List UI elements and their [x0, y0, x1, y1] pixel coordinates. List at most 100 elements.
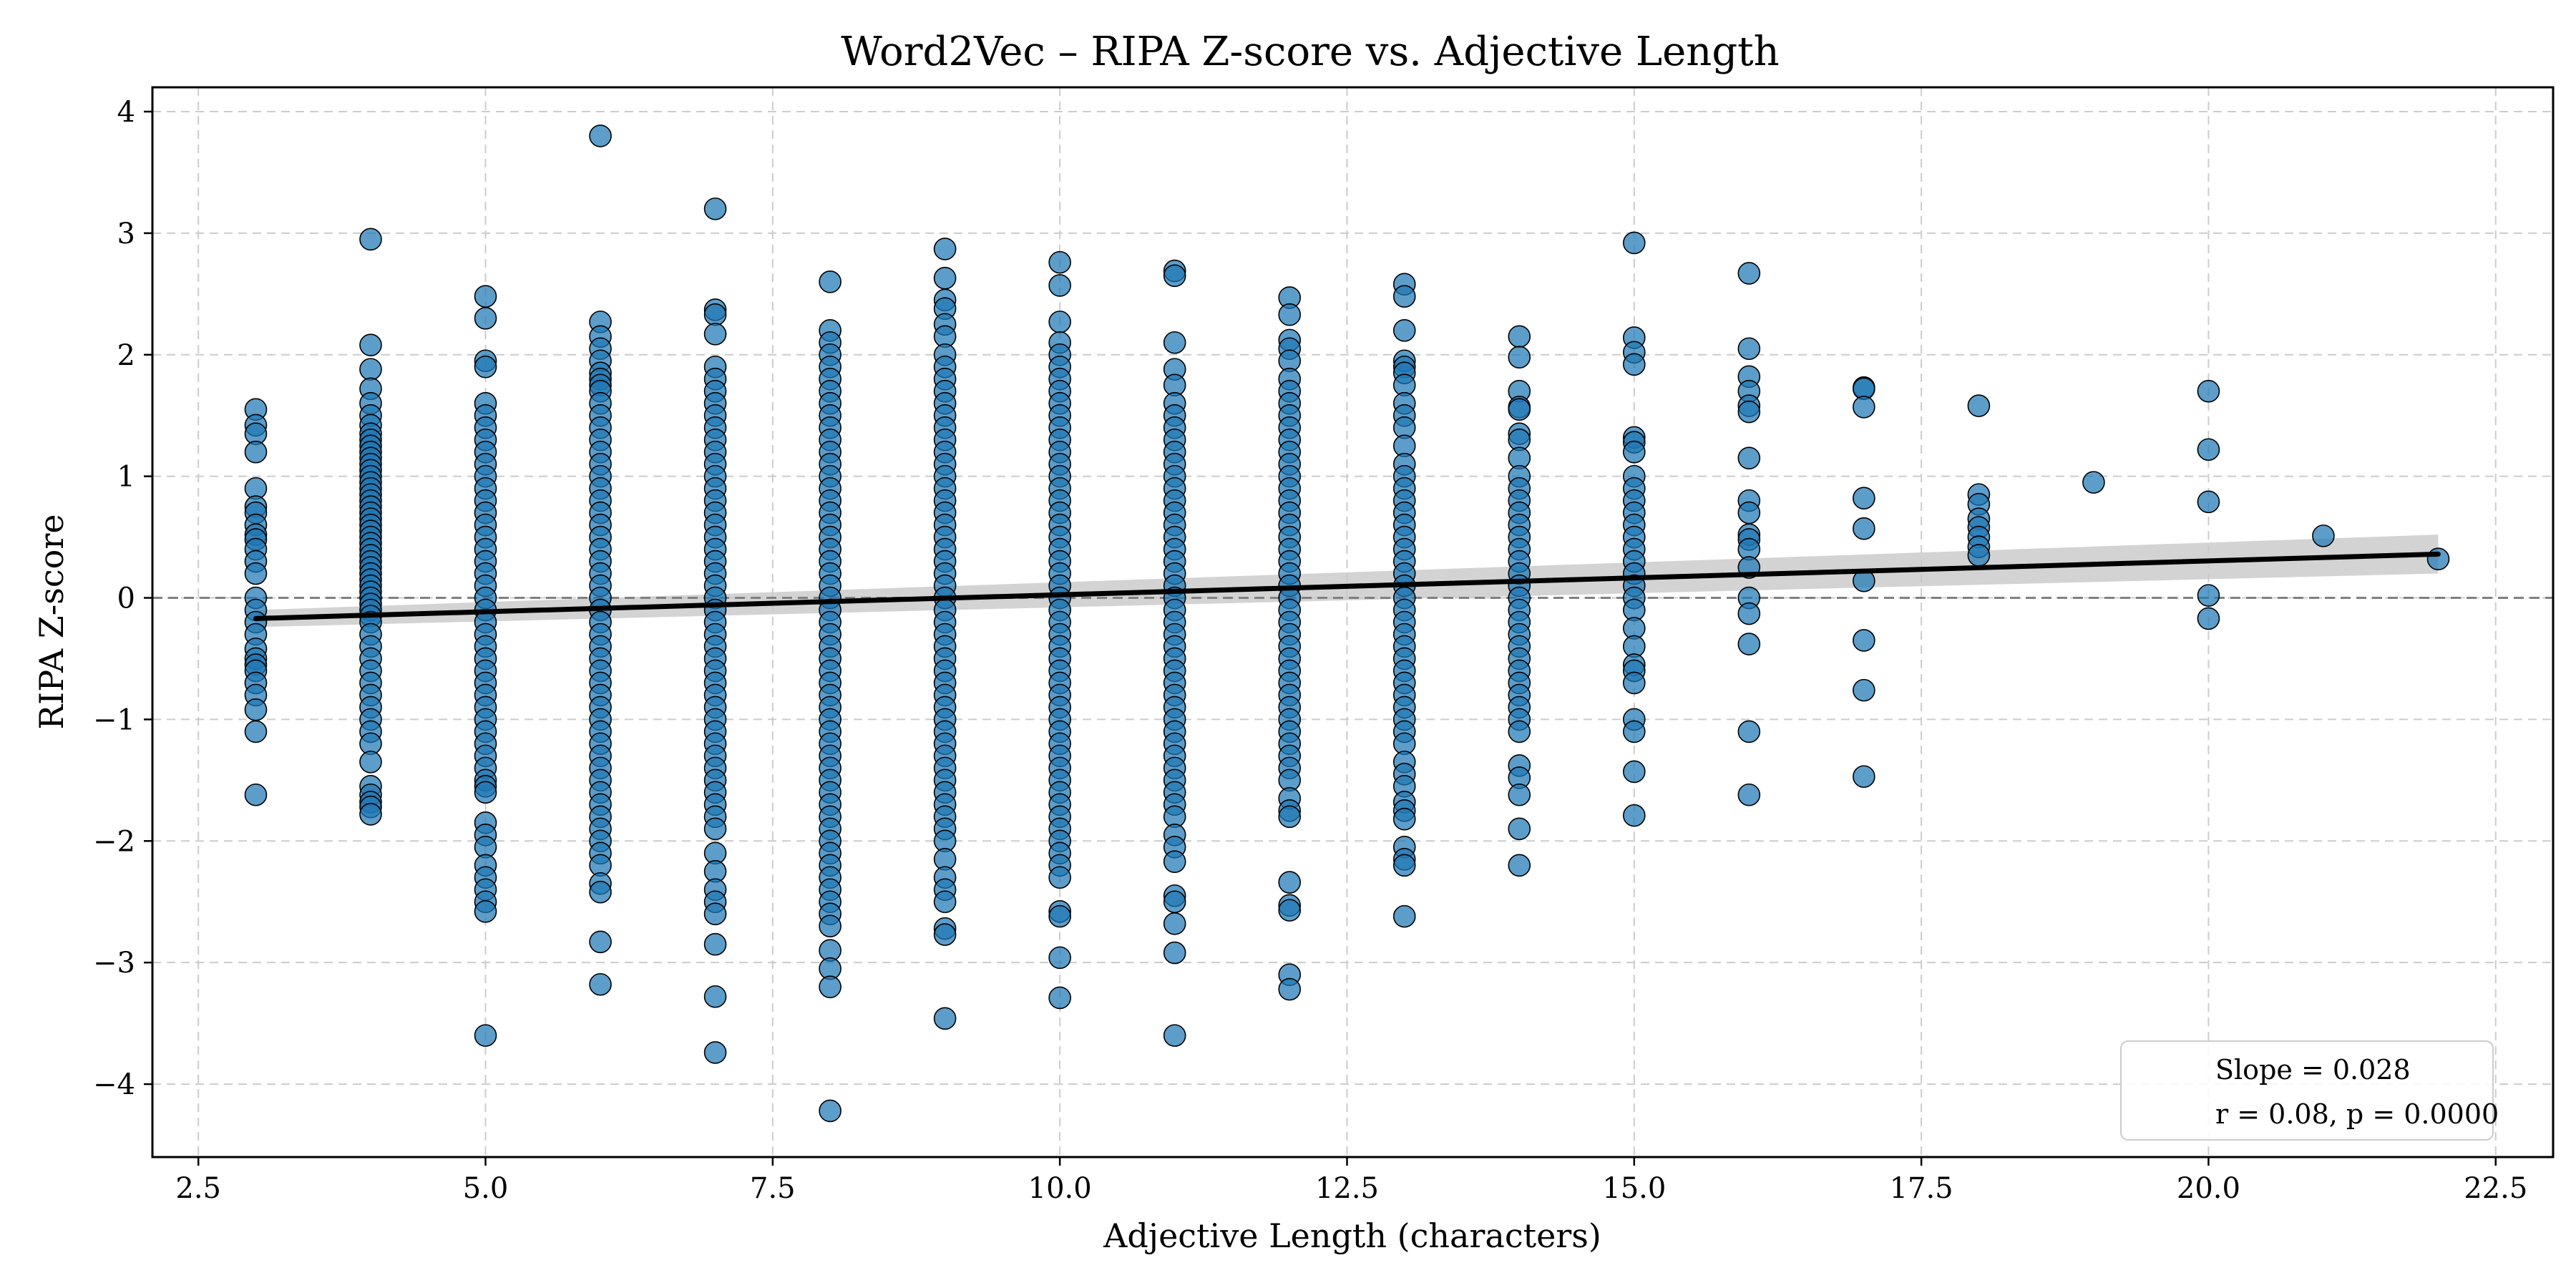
scatter-point: [1163, 331, 1186, 354]
x-tick-label: 17.5: [1890, 1172, 1953, 1205]
y-tick-label: 2: [117, 339, 135, 372]
legend-stats-text: r = 0.08, p = 0.0000: [2215, 1098, 2499, 1130]
scatter-point: [1048, 904, 1071, 928]
scatter-point: [1508, 398, 1531, 421]
scatter-point: [1737, 720, 1761, 743]
scatter-point: [819, 270, 841, 293]
scatter-point: [933, 238, 957, 260]
scatter-point: [1392, 807, 1416, 831]
scatter-point: [2197, 607, 2220, 630]
scatter-point: [703, 1041, 727, 1064]
x-tick-label: 22.5: [2464, 1172, 2527, 1205]
scatter-point: [359, 751, 382, 774]
scatter-point: [1278, 899, 1302, 922]
y-axis-label: RIPA Z-score: [32, 514, 71, 729]
scatter-point: [474, 900, 497, 923]
scatter-point: [1853, 396, 1875, 419]
scatter-point: [819, 1099, 841, 1123]
scatter-point: [1392, 854, 1416, 877]
data-points: [244, 125, 2450, 1123]
scatter-point: [1508, 346, 1531, 369]
scatter-point: [1622, 804, 1646, 827]
scatter-point: [1508, 817, 1531, 841]
scatter-point: [703, 303, 727, 326]
y-tick-label: −3: [93, 947, 135, 980]
scatter-point: [1392, 285, 1416, 308]
scatter-point: [1278, 805, 1302, 829]
scatter-point: [1163, 912, 1186, 935]
x-tick-label: 7.5: [750, 1172, 796, 1205]
scatter-point: [2197, 379, 2220, 403]
scatter-point: [703, 197, 727, 220]
scatter-point: [244, 440, 268, 464]
scatter-point: [474, 306, 497, 330]
x-tick-label: 10.0: [1028, 1172, 1092, 1205]
scatter-point: [1163, 264, 1186, 288]
scatter-point: [2082, 471, 2105, 494]
regression-line: [253, 551, 2441, 621]
scatter-point: [244, 783, 268, 806]
scatter-point: [2197, 490, 2220, 514]
scatter-point: [1737, 262, 1761, 285]
scatter-point: [1278, 303, 1302, 326]
scatter-point: [1853, 629, 1875, 652]
x-axis-ticks: 2.5 5.0 7.5 10.0 12.5 15.0 17.5 20.0 22.5: [175, 1157, 2527, 1205]
scatter-point: [1622, 231, 1646, 255]
scatter-point: [1508, 783, 1531, 806]
scatter-point: [933, 1007, 957, 1030]
y-tick-label: 0: [117, 582, 135, 615]
regression-line-segment: [253, 551, 2441, 621]
scatter-point: [1737, 400, 1761, 424]
y-tick-label: −1: [93, 703, 135, 736]
scatter-point: [2197, 438, 2220, 462]
scatter-point: [1853, 487, 1875, 510]
scatter-point: [1737, 447, 1761, 469]
scatter-point: [474, 355, 497, 379]
scatter-point: [1967, 394, 1991, 417]
scatter-point: [933, 923, 957, 946]
legend-slope-text: Slope = 0.028: [2215, 1054, 2411, 1085]
scatter-point: [2197, 584, 2220, 607]
scatter-point: [1737, 633, 1761, 655]
scatter-point: [703, 932, 727, 956]
scatter-point: [359, 803, 382, 826]
scatter-point: [1278, 871, 1302, 894]
x-tick-label: 2.5: [175, 1172, 221, 1205]
scatter-point: [1967, 544, 1991, 567]
y-tick-label: −2: [93, 825, 135, 858]
scatter-point: [244, 720, 268, 743]
scatter-point: [2426, 547, 2450, 570]
y-tick-label: 4: [117, 96, 135, 129]
scatter-point: [1508, 854, 1531, 877]
scatter-point: [703, 985, 727, 1008]
scatter-point: [474, 781, 497, 804]
scatter-point: [819, 914, 841, 938]
y-tick-label: 1: [117, 461, 135, 494]
scatter-point: [1737, 602, 1761, 625]
scatter-point: [359, 333, 382, 356]
scatter-point: [1622, 720, 1646, 743]
scatter-point: [1048, 250, 1071, 274]
x-tick-label: 15.0: [1602, 1172, 1666, 1205]
scatter-point: [933, 890, 957, 914]
scatter-point: [1737, 501, 1761, 525]
scatter-point: [1048, 274, 1071, 297]
scatter-point: [1508, 720, 1531, 743]
scatter-point: [244, 562, 268, 585]
scatter-point: [589, 930, 612, 954]
x-tick-label: 5.0: [463, 1172, 509, 1205]
scatter-point: [1392, 904, 1416, 928]
scatter-point: [1163, 850, 1186, 873]
y-axis-ticks: −4 −3 −2 −1 0 1 2 3 4: [93, 96, 152, 1101]
scatter-point: [703, 323, 727, 346]
scatter-point: [589, 125, 612, 147]
scatter-point: [1392, 318, 1416, 342]
scatter-point: [1048, 986, 1071, 1010]
plot-frame: [151, 86, 2555, 1158]
scatter-point: [359, 358, 382, 381]
scatter-point: [1737, 337, 1761, 361]
scatter-point: [1622, 440, 1646, 464]
scatter-point: [1048, 866, 1071, 889]
scatter-point: [1622, 760, 1646, 784]
